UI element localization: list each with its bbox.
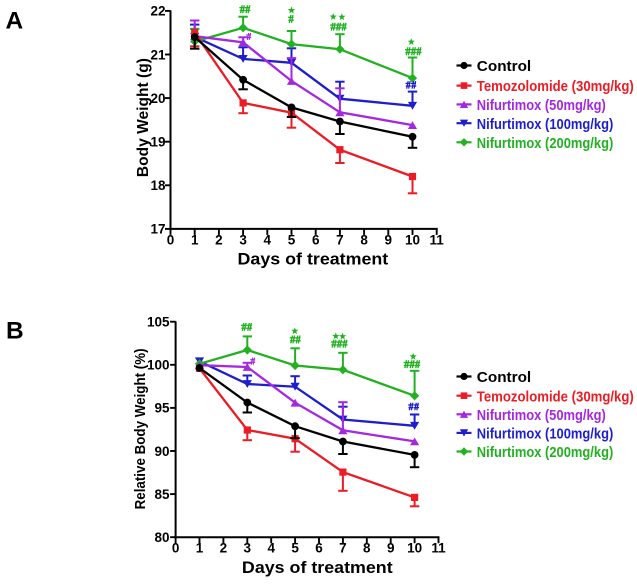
svg-text:105: 105 xyxy=(147,315,170,330)
svg-text:Nifurtimox (100mg/kg): Nifurtimox (100mg/kg) xyxy=(477,426,614,443)
svg-text:Relative Body Weight (%): Relative Body Weight (%) xyxy=(132,348,149,509)
svg-text:85: 85 xyxy=(154,487,170,502)
svg-text:Days of treatment: Days of treatment xyxy=(242,559,393,577)
svg-text:21: 21 xyxy=(150,47,166,62)
svg-text:2: 2 xyxy=(220,541,228,556)
svg-text:1: 1 xyxy=(191,232,199,247)
svg-text:B: B xyxy=(6,318,24,345)
svg-text:Nifurtimox (200mg/kg): Nifurtimox (200mg/kg) xyxy=(477,135,614,152)
svg-text:Control: Control xyxy=(477,369,531,386)
svg-text:Nifurtimox (200mg/kg): Nifurtimox (200mg/kg) xyxy=(477,444,614,461)
svg-text:2: 2 xyxy=(215,232,223,247)
svg-text:6: 6 xyxy=(312,232,320,247)
svg-text:Nifurtimox (50mg/kg): Nifurtimox (50mg/kg) xyxy=(477,97,606,114)
svg-text:9: 9 xyxy=(385,232,393,247)
svg-text:Temozolomide (30mg/kg): Temozolomide (30mg/kg) xyxy=(477,388,634,405)
svg-text:9: 9 xyxy=(387,541,395,556)
svg-text:3: 3 xyxy=(239,232,247,247)
svg-text:18: 18 xyxy=(150,178,166,193)
svg-text:Control: Control xyxy=(477,58,531,75)
svg-text:1: 1 xyxy=(196,541,204,556)
svg-text:10: 10 xyxy=(405,232,420,247)
svg-text:17: 17 xyxy=(150,222,165,237)
svg-text:11: 11 xyxy=(431,541,446,556)
svg-text:95: 95 xyxy=(154,401,170,416)
svg-text:Body Weight (g): Body Weight (g) xyxy=(135,58,152,177)
svg-text:10: 10 xyxy=(407,541,422,556)
svg-text:4: 4 xyxy=(267,541,275,556)
svg-text:7: 7 xyxy=(336,232,344,247)
svg-text:Nifurtimox (50mg/kg): Nifurtimox (50mg/kg) xyxy=(477,407,606,424)
svg-text:7: 7 xyxy=(339,541,347,556)
svg-text:22: 22 xyxy=(150,4,165,19)
svg-text:4: 4 xyxy=(264,232,272,247)
svg-text:6: 6 xyxy=(315,541,323,556)
svg-text:0: 0 xyxy=(172,541,180,556)
svg-text:Days of treatment: Days of treatment xyxy=(238,251,389,269)
svg-text:Temozolomide (30mg/kg): Temozolomide (30mg/kg) xyxy=(477,78,634,95)
svg-text:0: 0 xyxy=(167,232,175,247)
svg-text:100: 100 xyxy=(147,358,170,373)
svg-text:A: A xyxy=(6,7,24,34)
svg-text:20: 20 xyxy=(150,91,165,106)
svg-text:5: 5 xyxy=(288,232,296,247)
svg-text:11: 11 xyxy=(430,232,445,247)
svg-text:3: 3 xyxy=(244,541,252,556)
svg-text:Nifurtimox (100mg/kg): Nifurtimox (100mg/kg) xyxy=(477,116,614,133)
svg-text:80: 80 xyxy=(154,530,169,545)
svg-text:90: 90 xyxy=(154,444,169,459)
svg-text:5: 5 xyxy=(291,541,299,556)
svg-text:8: 8 xyxy=(360,232,368,247)
svg-text:8: 8 xyxy=(363,541,371,556)
svg-text:19: 19 xyxy=(150,135,165,150)
